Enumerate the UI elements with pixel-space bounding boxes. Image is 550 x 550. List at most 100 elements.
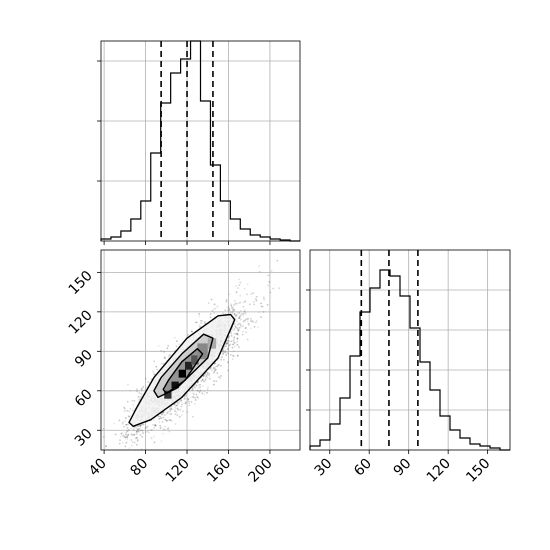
scatter-point: [236, 355, 239, 357]
scatter-point: [238, 316, 241, 318]
scatter-point: [185, 394, 188, 397]
scatter-point: [267, 284, 269, 287]
scatter-point: [140, 388, 143, 391]
scatter-point: [243, 312, 246, 315]
scatter-point: [168, 407, 171, 410]
scatter-point: [260, 305, 263, 308]
scatter-point: [132, 428, 135, 431]
scatter-point: [142, 432, 145, 434]
scatter-point: [232, 306, 235, 309]
scatter-point: [233, 341, 236, 344]
scatter-point: [238, 326, 241, 329]
scatter-point: [135, 425, 138, 428]
scatter-point: [176, 401, 179, 404]
scatter-point: [246, 293, 249, 296]
scatter-point: [230, 340, 233, 343]
scatter-point: [236, 332, 239, 335]
scatter-point: [224, 349, 227, 352]
scatter-point: [240, 313, 243, 315]
scatter-point: [199, 386, 202, 388]
scatter-point: [140, 392, 142, 395]
scatter-point: [155, 424, 157, 427]
scatter-point: [192, 395, 195, 398]
scatter-point: [239, 318, 242, 321]
scatter-point: [204, 321, 206, 323]
scatter-point: [234, 325, 237, 328]
scatter-point: [235, 320, 238, 323]
scatter-point: [190, 401, 193, 403]
scatter-point: [159, 424, 162, 427]
scatter-point: [139, 425, 142, 427]
scatter-point: [200, 380, 203, 382]
scatter-point: [222, 351, 225, 354]
contour-line-inner: [162, 348, 204, 395]
scatter-point: [238, 317, 241, 319]
scatter-point: [244, 308, 247, 311]
scatter-point: [122, 421, 125, 424]
scatter-point: [201, 379, 204, 381]
scatter-point: [162, 432, 165, 435]
scatter-point: [113, 422, 116, 425]
scatter-frame: [100, 249, 301, 451]
scatter-point: [163, 428, 166, 431]
scatter-point: [198, 387, 200, 389]
scatter-point: [157, 415, 160, 418]
scatter-point: [230, 335, 233, 337]
scatter-point: [183, 397, 186, 400]
scatter-point: [224, 351, 227, 354]
scatter-point: [255, 295, 258, 298]
scatter-point: [222, 349, 225, 351]
scatter-point: [125, 417, 127, 420]
scatter-point: [216, 372, 219, 374]
scatter-point: [204, 379, 206, 382]
scatter-point: [126, 435, 128, 437]
scatter-point: [136, 390, 139, 393]
marginal-histogram-x-panel: [97, 40, 301, 245]
scatter-point: [268, 280, 271, 283]
scatter-point: [242, 305, 245, 308]
scatter-point: [229, 311, 232, 313]
scatter-point: [188, 402, 191, 405]
scatter-point: [206, 388, 209, 391]
scatter-point: [227, 369, 229, 372]
scatter-point: [135, 433, 138, 435]
scatter-point: [169, 410, 172, 413]
scatter-point: [160, 417, 163, 420]
scatter-point: [233, 328, 236, 331]
scatter-point: [216, 365, 219, 368]
scatter-point: [158, 418, 161, 420]
scatter-point: [235, 302, 238, 305]
scatter-point: [234, 315, 237, 318]
scatter-point: [136, 439, 139, 442]
scatter-point: [245, 318, 247, 321]
scatter-point: [225, 342, 228, 345]
scatter-point: [239, 324, 242, 326]
scatter-point: [214, 307, 217, 310]
scatter-point: [220, 375, 222, 377]
scatter-point: [236, 333, 239, 336]
scatter-point: [222, 353, 225, 356]
scatter-point: [138, 399, 141, 401]
scatter-point: [208, 377, 211, 380]
scatter-point: [228, 335, 231, 338]
scatter-point: [167, 410, 170, 413]
scatter-point: [212, 367, 215, 370]
scatter-point: [151, 429, 153, 431]
scatter-point: [170, 407, 172, 410]
scatter-point: [178, 415, 181, 418]
right-frame: [309, 249, 511, 451]
scatter-point: [228, 293, 231, 296]
scatter-point: [276, 259, 279, 262]
scatter-point: [179, 409, 182, 412]
scatter-point: [221, 356, 223, 358]
scatter-point: [153, 427, 156, 429]
scatter-point: [228, 344, 231, 347]
scatter-point: [234, 333, 237, 335]
scatter-point: [232, 343, 235, 346]
scatter-point: [180, 399, 182, 402]
scatter-point: [244, 311, 247, 314]
scatter-point: [142, 423, 145, 426]
scatter-point: [152, 370, 155, 372]
scatter-point: [232, 307, 235, 310]
scatter-point: [161, 412, 164, 415]
